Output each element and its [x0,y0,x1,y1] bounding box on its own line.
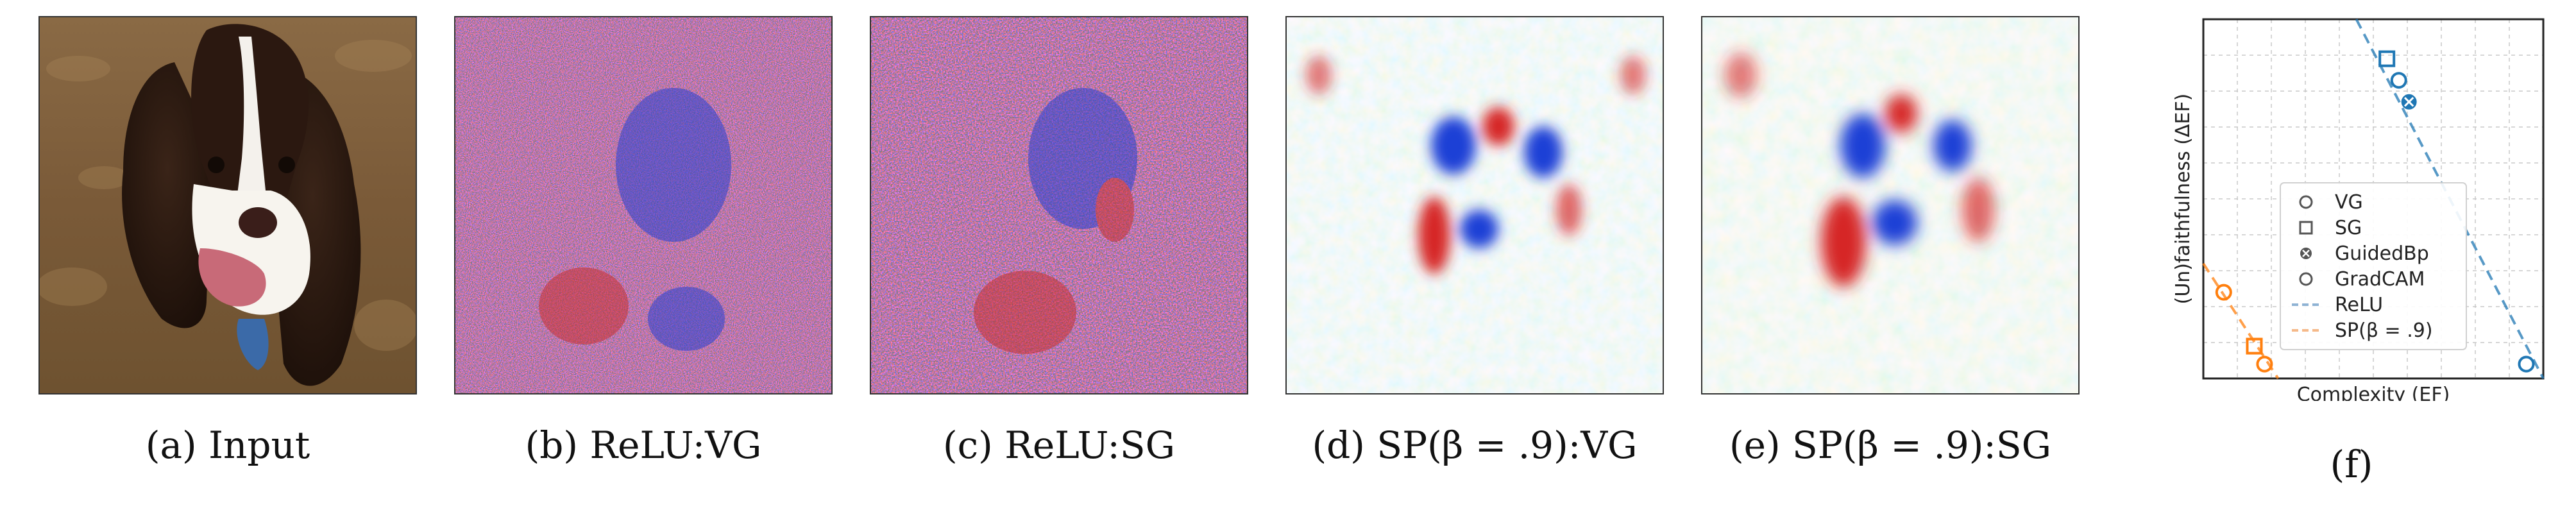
point-sg [2246,337,2263,355]
legend-label: SP(β = .9) [2335,319,2433,342]
legend-marker [2300,248,2312,259]
saliency-relu-vg [454,16,833,394]
x-axis-label: Complexity (EF) [2297,384,2450,401]
data-points [2215,50,2535,373]
point-sg [2378,50,2396,67]
legend-label: VG [2335,191,2363,214]
fit-line [2202,262,2280,380]
chart-legend: VG SG GuidedBp GradCAM ReLU SP(β = .9) [2280,182,2467,350]
saliency-relu-sg [870,16,1248,394]
caption-e: (e) SP(β = .9):SG [1729,423,2051,467]
point-vg [2390,72,2407,89]
point-gradcam [2518,355,2535,373]
legend-label: ReLU [2335,294,2383,316]
caption-d: (d) SP(β = .9):VG [1312,423,1638,467]
legend-box [2280,182,2467,350]
legend-label: GradCAM [2335,268,2425,291]
legend-marker-cross-b [2302,250,2310,257]
legend-marker [2299,221,2313,235]
legend-marker [2299,272,2313,286]
saliency-softplus-sg [1701,16,2080,394]
complexity-faithfulness-chart: Complexity (EF) (Un)faithfulness (ΔEF) V… [2165,16,2550,406]
scatter-plot: Complexity (EF) (Un)faithfulness (ΔEF) V… [2172,18,2545,406]
legend-label: GuidedBp [2335,242,2429,265]
dog-photo [40,17,416,393]
legend-marker [2299,195,2313,209]
point-gradcam [2215,284,2232,301]
caption-b: (b) ReLU:VG [525,423,762,467]
point-vg [2256,355,2273,373]
plot-frame [2202,18,2545,380]
saliency-softplus-vg [1285,16,1664,394]
point-guidedbp [2401,94,2417,110]
point-guidedbp-cross-b [2403,97,2414,107]
caption-c: (c) ReLU:SG [943,423,1175,467]
legend-label: SG [2335,217,2362,239]
y-axis-label: (Un)faithfulness (ΔEF) [2172,94,2194,305]
caption-f: (f) [2330,443,2373,486]
input-image-panel [38,16,417,394]
caption-a: (a) Input [145,423,310,467]
